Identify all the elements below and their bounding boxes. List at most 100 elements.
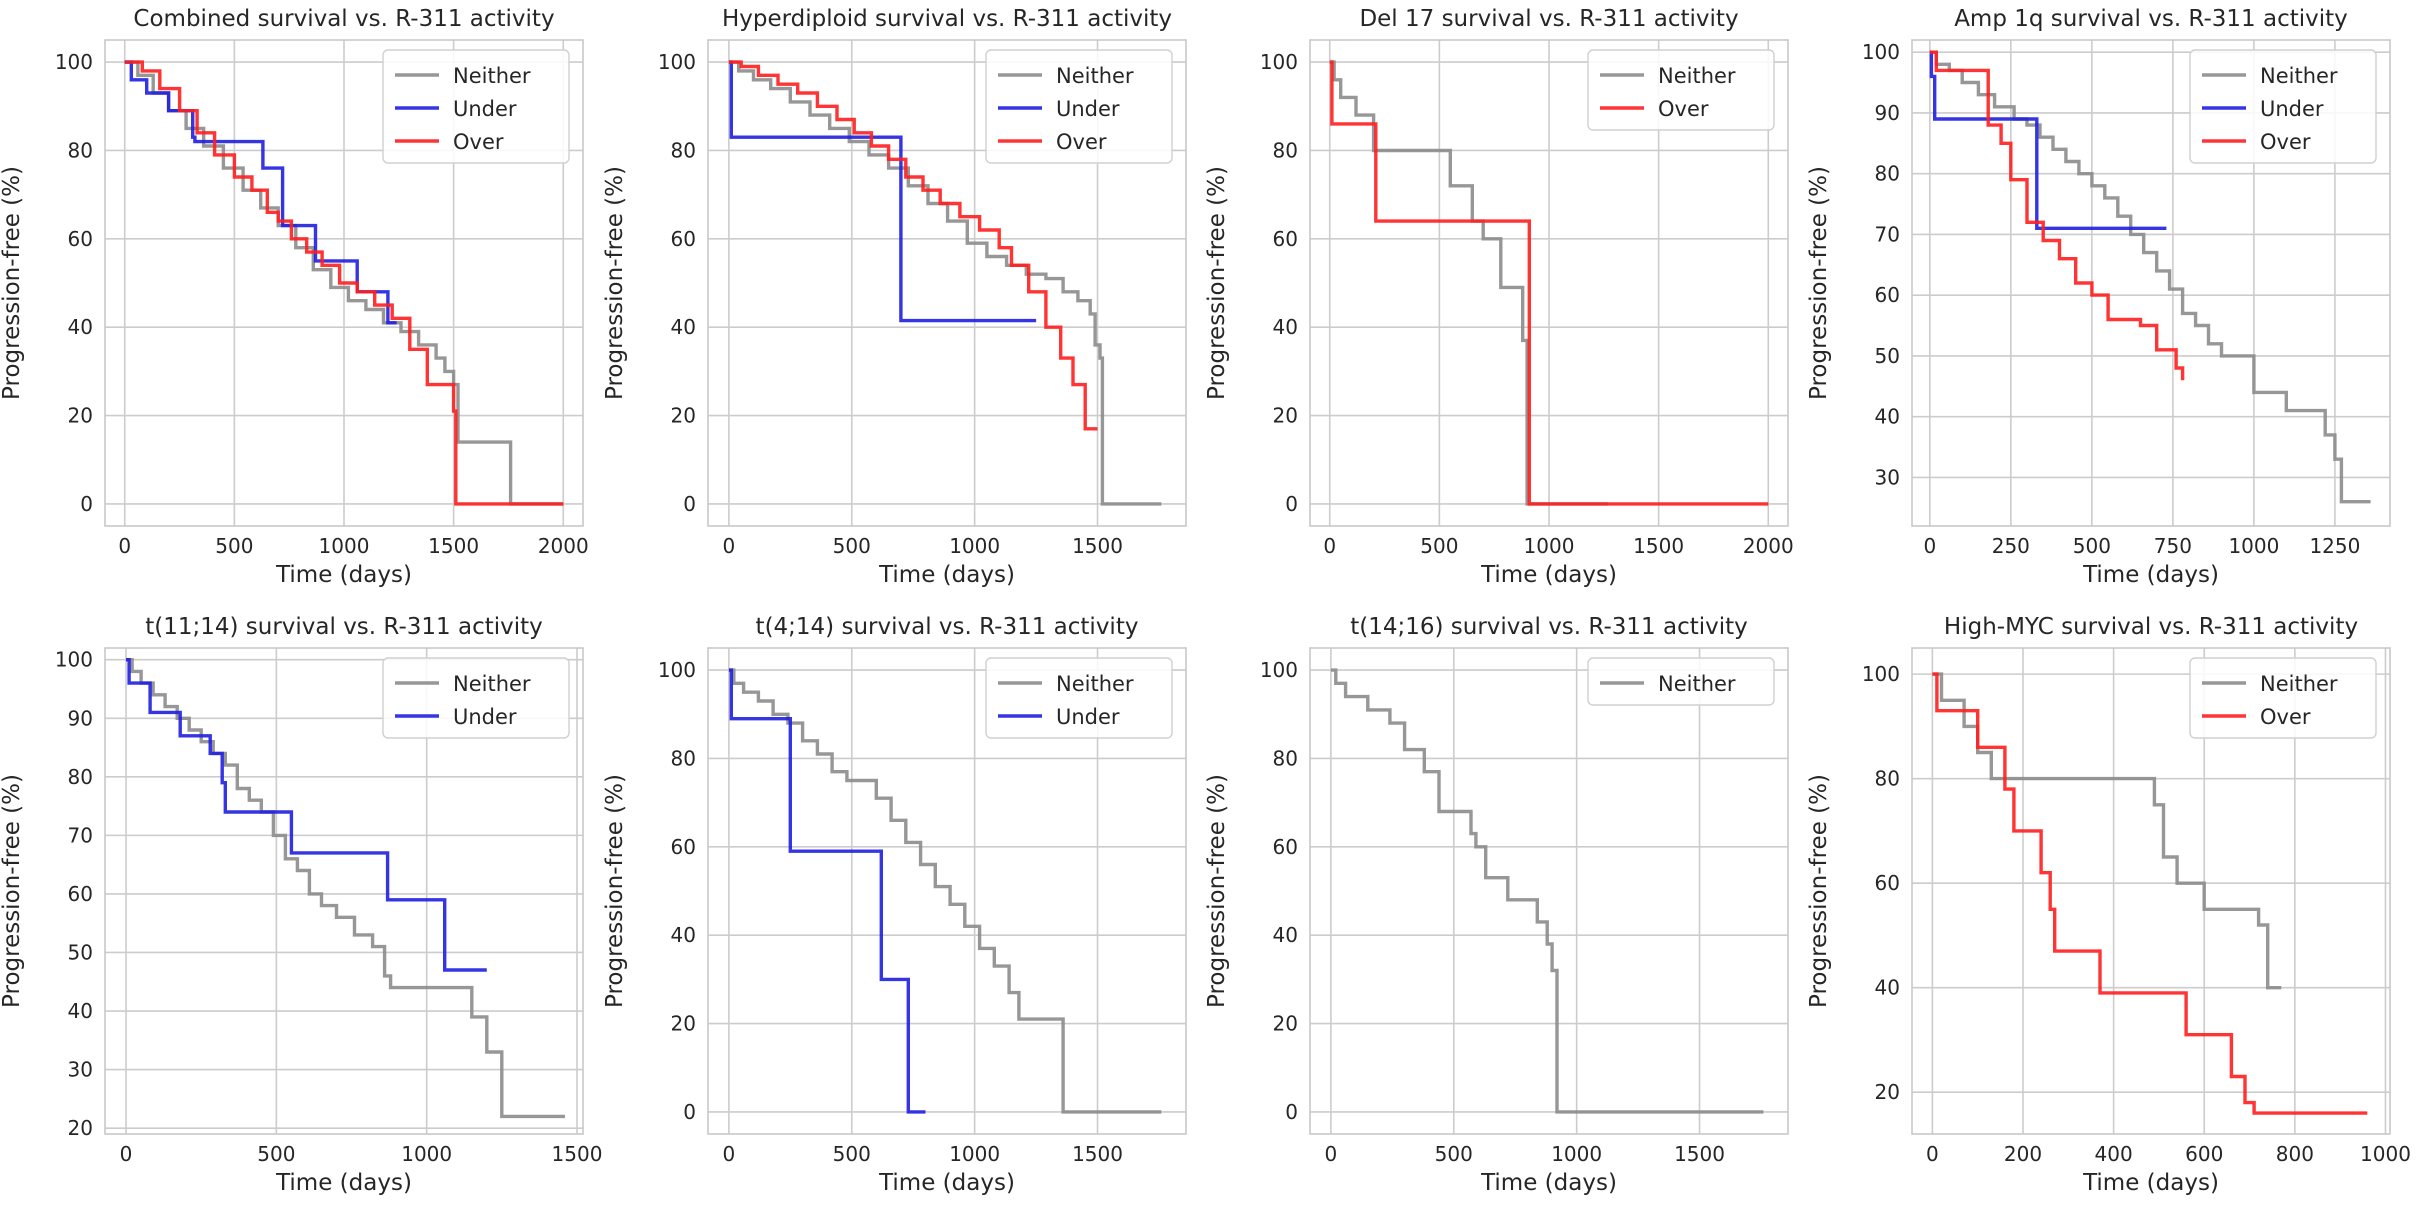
y-tick-label: 80 [1875, 767, 1900, 791]
y-tick-label: 100 [658, 658, 696, 682]
y-tick-label: 50 [68, 940, 93, 964]
y-tick-label: 60 [1273, 835, 1298, 859]
series-line-neither [1929, 50, 2371, 504]
series-line-under [124, 60, 397, 325]
x-axis-label: Time (days) [878, 1170, 1015, 1196]
y-tick-label: 0 [1285, 492, 1298, 516]
y-tick-label: 20 [68, 404, 93, 428]
legend: Neither Under Over [985, 49, 1173, 164]
y-tick-label: 30 [1875, 465, 1900, 489]
x-tick-label: 1000 [2360, 1142, 2411, 1166]
y-tick-label: 60 [1875, 871, 1900, 895]
x-axis-label: Time (days) [2082, 562, 2219, 588]
chart-title: t(4;14) survival vs. R-311 activity [756, 614, 1139, 640]
series-line-under [126, 658, 487, 972]
y-tick-label: 60 [671, 835, 696, 859]
legend-label: Neither [1658, 64, 1736, 88]
y-tick-label: 0 [1285, 1100, 1298, 1124]
y-tick-label: 80 [671, 138, 696, 162]
x-axis-label: Time (days) [275, 562, 412, 588]
y-tick-label: 100 [1862, 40, 1900, 64]
legend-box [382, 49, 570, 164]
legend-label: Over [2260, 130, 2311, 154]
x-tick-label: 500 [257, 1142, 295, 1166]
y-axis-label: Progression-free (%) [1204, 166, 1230, 400]
legend-label: Under [453, 97, 517, 121]
legend-label: Neither [1056, 64, 1134, 88]
y-tick-label: 40 [1273, 315, 1298, 339]
y-tick-label: 30 [68, 1058, 93, 1082]
y-tick-label: 80 [1875, 162, 1900, 186]
series-line-over [1929, 50, 2185, 381]
x-tick-label: 800 [2276, 1142, 2314, 1166]
x-tick-label: 1000 [949, 534, 1000, 558]
legend-box [2189, 49, 2377, 164]
x-axis-label: Time (days) [1480, 1170, 1617, 1196]
chart-title: t(11;14) survival vs. R-311 activity [145, 614, 543, 640]
legend: Neither Under [985, 657, 1173, 739]
legend-label: Neither [1056, 672, 1134, 696]
y-tick-label: 0 [683, 1100, 696, 1124]
legend-label: Neither [2260, 672, 2338, 696]
legend: Neither Over [1587, 49, 1775, 131]
y-tick-label: 20 [1273, 1012, 1298, 1036]
x-tick-label: 1000 [319, 534, 370, 558]
y-tick-label: 100 [55, 648, 93, 672]
y-tick-label: 60 [1273, 227, 1298, 251]
y-tick-label: 60 [1875, 283, 1900, 307]
x-tick-label: 750 [2154, 534, 2192, 558]
x-tick-label: 1500 [1072, 534, 1123, 558]
x-tick-label: 1500 [552, 1142, 603, 1166]
y-tick-label: 80 [671, 746, 696, 770]
legend-box [2189, 657, 2377, 739]
x-tick-label: 250 [1992, 534, 2030, 558]
x-tick-label: 1000 [401, 1142, 452, 1166]
chart-title: Combined survival vs. R-311 activity [133, 6, 554, 32]
legend-label: Under [453, 705, 517, 729]
series-line-neither [126, 658, 565, 1119]
series-line-neither [1932, 672, 2282, 990]
y-tick-label: 60 [68, 882, 93, 906]
y-tick-label: 100 [1260, 658, 1298, 682]
legend-box [985, 49, 1173, 164]
legend-label: Under [1056, 97, 1120, 121]
legend-label: Neither [2260, 64, 2338, 88]
y-axis-label: Progression-free (%) [0, 774, 25, 1008]
x-tick-label: 500 [1435, 1142, 1473, 1166]
plot-frame [1309, 39, 1789, 527]
y-tick-label: 40 [68, 315, 93, 339]
x-tick-label: 400 [2095, 1142, 2133, 1166]
chart-panel-4: 0 250 500 750 1000 1250 30 40 50 60 70 80 90 100 Amp 1… [1806, 6, 2391, 588]
x-tick-label: 0 [1325, 1142, 1338, 1166]
y-tick-label: 80 [1273, 138, 1298, 162]
plot-frame [104, 39, 584, 527]
plot-frame [1309, 647, 1789, 1135]
x-tick-label: 1500 [1072, 1142, 1123, 1166]
y-tick-label: 80 [1273, 746, 1298, 770]
x-tick-label: 1000 [1551, 1142, 1602, 1166]
x-tick-label: 0 [1323, 534, 1336, 558]
x-tick-label: 1250 [2309, 534, 2360, 558]
plot-frame [104, 647, 584, 1135]
series-line-over [728, 60, 1098, 431]
legend-label: Over [2260, 705, 2311, 729]
y-axis-label: Progression-free (%) [1806, 166, 1832, 400]
plot-frame [1911, 647, 2391, 1135]
y-tick-label: 20 [1273, 404, 1298, 428]
y-axis-label: Progression-free (%) [1204, 774, 1230, 1008]
x-axis-label: Time (days) [878, 562, 1015, 588]
x-tick-label: 2000 [1743, 534, 1794, 558]
legend: Neither [1587, 657, 1775, 706]
y-tick-label: 100 [1862, 662, 1900, 686]
chart-panel-7: 0 500 1000 1500 0 20 40 60 80 100 t(14;16) surviva… [1204, 614, 1789, 1196]
chart-title: t(14;16) survival vs. R-311 activity [1350, 614, 1748, 640]
x-axis-label: Time (days) [1480, 562, 1617, 588]
x-tick-label: 0 [1923, 534, 1936, 558]
y-tick-label: 90 [68, 706, 93, 730]
y-tick-label: 20 [671, 404, 696, 428]
legend-label: Over [1056, 130, 1107, 154]
chart-title: High-MYC survival vs. R-311 activity [1944, 614, 2358, 640]
series-line-under [1929, 50, 2167, 230]
x-tick-label: 2000 [538, 534, 589, 558]
